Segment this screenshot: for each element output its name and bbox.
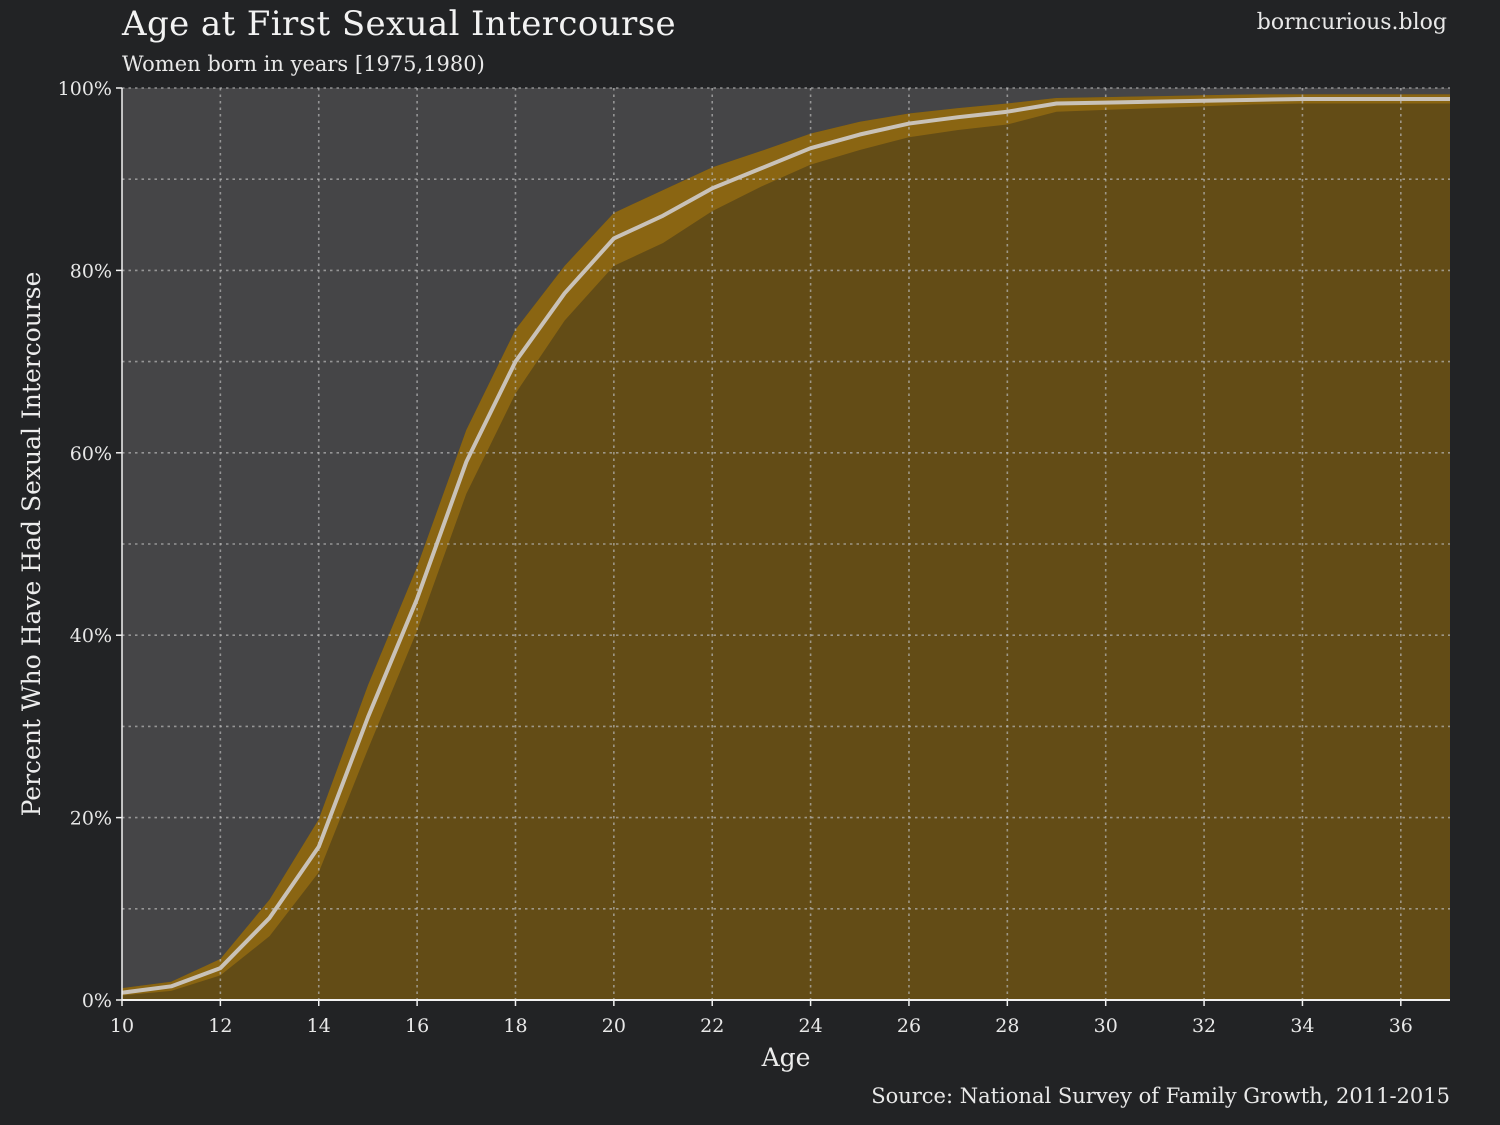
y-tick-label: 40%: [70, 625, 112, 647]
x-tick-label: 24: [798, 1015, 822, 1037]
y-axis-title: Percent Who Have Had Sexual Intercourse: [17, 272, 46, 817]
brand-link[interactable]: borncurious.blog: [1256, 10, 1447, 35]
y-tick-label: 20%: [70, 808, 112, 830]
x-tick-label: 22: [700, 1015, 724, 1037]
x-tick-label: 12: [208, 1015, 232, 1037]
x-tick-label: 32: [1192, 1015, 1216, 1037]
x-tick-label: 28: [995, 1015, 1019, 1037]
x-tick-label: 34: [1290, 1015, 1314, 1037]
cumulative-area: [122, 94, 1450, 1000]
chart-title: Age at First Sexual Intercourse: [122, 4, 677, 44]
x-tick-label: 20: [602, 1015, 626, 1037]
y-tick-label: 80%: [70, 260, 112, 282]
x-tick-label: 10: [110, 1015, 134, 1037]
source-note: Source: National Survey of Family Growth…: [871, 1084, 1450, 1108]
x-tick-label: 36: [1389, 1015, 1413, 1037]
x-tick-label: 16: [405, 1015, 429, 1037]
x-tick-label: 30: [1094, 1015, 1118, 1037]
y-tick-label: 0%: [82, 990, 112, 1012]
chart-subtitle: Women born in years [1975,1980): [122, 52, 485, 76]
x-tick-label: 14: [307, 1015, 331, 1037]
y-tick-label: 100%: [58, 78, 112, 100]
x-tick-label: 18: [503, 1015, 527, 1037]
y-tick-label: 60%: [70, 443, 112, 465]
x-tick-label: 26: [897, 1015, 921, 1037]
series-line: [121, 96, 1450, 995]
x-axis-title: Age: [761, 1043, 811, 1072]
